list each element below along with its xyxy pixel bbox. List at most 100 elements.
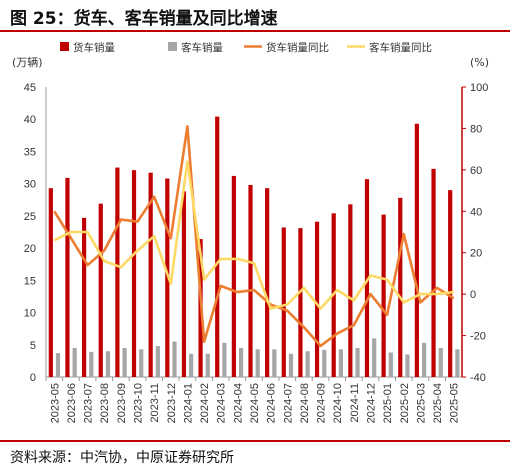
truck-sales-bar bbox=[48, 188, 53, 377]
title-rule bbox=[0, 30, 510, 32]
legend-bus-sales-label: 客车销量 bbox=[181, 41, 223, 54]
x-tick-label: 2025-02 bbox=[399, 383, 411, 423]
x-tick-label: 2025-03 bbox=[415, 383, 427, 423]
y-right-tick-label: 40 bbox=[470, 206, 482, 218]
x-tick-label: 2023-07 bbox=[83, 383, 95, 423]
x-tick-label: 2024-11 bbox=[349, 383, 361, 423]
truck-sales-bar bbox=[98, 203, 103, 377]
bus-sales-bar bbox=[355, 348, 360, 377]
bus-sales-bar bbox=[388, 352, 393, 377]
y-right-tick-label: 80 bbox=[470, 123, 482, 135]
x-tick-label: 2023-11 bbox=[149, 383, 161, 423]
legend-bus-yoy-label: 客车销量同比 bbox=[369, 41, 432, 54]
truck-yoy-line bbox=[53, 125, 455, 348]
bus-sales-bar bbox=[438, 348, 443, 377]
x-tick-label: 2024-12 bbox=[365, 383, 377, 423]
x-tick-label: 2024-09 bbox=[316, 383, 328, 423]
x-tick-label: 2025-05 bbox=[449, 383, 461, 423]
x-tick-label: 2024-07 bbox=[282, 383, 294, 423]
bus-sales-bar bbox=[222, 342, 227, 377]
bus-sales-bar bbox=[105, 351, 111, 377]
x-tick-label: 2024-03 bbox=[216, 383, 228, 423]
right-axis-unit: (%) bbox=[470, 56, 489, 69]
chart-axes: 0 5 10 15 20 25 30 35 40 45 -40 -20 0 20 40 60 80 100 2023… bbox=[24, 82, 489, 423]
footer-rule bbox=[0, 440, 510, 442]
y-left-tick-label: 40 bbox=[24, 114, 36, 126]
truck-sales-bar bbox=[448, 190, 453, 377]
y-right-tick-label: 0 bbox=[470, 289, 476, 301]
truck-sales-bar bbox=[414, 123, 419, 377]
y-right-tick-label: -20 bbox=[470, 331, 486, 343]
truck-sales-bar bbox=[181, 191, 187, 377]
x-tick-label: 2024-06 bbox=[266, 383, 278, 423]
x-tick-label: 2023-05 bbox=[49, 383, 61, 423]
legend-truck-sales-label: 货车销量 bbox=[73, 41, 115, 54]
truck-sales-bar bbox=[248, 184, 253, 377]
truck-sales-bar bbox=[381, 214, 386, 377]
bus-sales-bar bbox=[72, 348, 77, 377]
x-tick-label: 2024-10 bbox=[332, 383, 344, 423]
truck-sales-bar bbox=[348, 204, 353, 377]
x-tick-label: 2023-06 bbox=[66, 383, 78, 423]
truck-sales-bar bbox=[82, 217, 87, 377]
x-tick-label: 2024-08 bbox=[299, 383, 311, 423]
figure-title: 图 25：货车、客车销量及同比增速 bbox=[10, 9, 278, 29]
y-left-tick-label: 15 bbox=[24, 275, 36, 287]
x-tick-label: 2023-10 bbox=[133, 383, 145, 423]
y-left-tick-label: 0 bbox=[30, 372, 36, 384]
truck-sales-bar bbox=[298, 228, 303, 377]
x-tick-label: 2025-04 bbox=[432, 383, 444, 423]
truck-sales-bar bbox=[265, 188, 270, 377]
x-tick-label: 2024-01 bbox=[182, 383, 194, 423]
bus-sales-bar bbox=[55, 353, 61, 377]
truck-sales-bar bbox=[231, 175, 236, 377]
truck-sales-bar bbox=[314, 221, 320, 377]
source-note: 资料来源：中汽协，中原证券研究所 bbox=[10, 450, 234, 466]
bus-sales-bar bbox=[405, 354, 410, 377]
bus-sales-bar bbox=[288, 353, 294, 377]
legend-bus-sales-swatch bbox=[168, 42, 177, 51]
y-left-tick-label: 45 bbox=[24, 82, 36, 94]
bus-sales-bar bbox=[205, 353, 210, 377]
y-left-tick-label: 30 bbox=[24, 179, 36, 191]
truck-sales-bar bbox=[65, 177, 70, 377]
bus-sales-bar bbox=[255, 349, 260, 377]
y-left-tick-label: 10 bbox=[24, 308, 36, 320]
bus-yoy-line bbox=[53, 160, 454, 310]
bus-sales-bar bbox=[172, 341, 177, 377]
chart-bars bbox=[48, 116, 460, 378]
x-tick-label: 2023-09 bbox=[116, 383, 128, 423]
bus-sales-bar bbox=[189, 353, 194, 377]
truck-sales-bar bbox=[131, 170, 137, 377]
y-right-tick-label: 60 bbox=[470, 165, 482, 177]
y-left-tick-label: 5 bbox=[30, 340, 36, 352]
y-left-tick-label: 20 bbox=[24, 243, 36, 255]
bus-sales-bar bbox=[238, 348, 244, 377]
legend-truck-yoy-label: 货车销量同比 bbox=[266, 41, 329, 54]
bus-sales-bar bbox=[338, 349, 343, 377]
bus-sales-bar bbox=[155, 346, 160, 377]
truck-sales-bar bbox=[215, 116, 220, 378]
truck-sales-bar bbox=[115, 167, 120, 377]
y-left-tick-label: 35 bbox=[24, 146, 36, 158]
y-right-tick-label: -40 bbox=[470, 372, 486, 384]
truck-sales-bar bbox=[364, 179, 370, 377]
left-axis-unit: (万辆) bbox=[12, 55, 43, 69]
bus-sales-bar bbox=[372, 338, 377, 377]
bus-sales-bar bbox=[272, 349, 277, 377]
x-tick-label: 2025-01 bbox=[382, 383, 394, 423]
bus-sales-bar bbox=[122, 348, 127, 377]
truck-sales-bar bbox=[165, 178, 170, 377]
truck-sales-bar bbox=[431, 168, 436, 377]
bus-sales-bar bbox=[422, 342, 427, 377]
x-tick-label: 2023-12 bbox=[166, 383, 178, 423]
truck-sales-bar bbox=[398, 197, 403, 377]
chart-legend: 货车销量 客车销量 货车销量同比 客车销量同比 bbox=[60, 41, 432, 54]
bus-sales-bar bbox=[139, 349, 144, 377]
truck-sales-bar bbox=[281, 227, 286, 377]
x-tick-label: 2023-08 bbox=[99, 383, 111, 423]
bus-sales-bar bbox=[89, 351, 94, 377]
chart-lines bbox=[53, 125, 455, 348]
x-tick-label: 2024-02 bbox=[199, 383, 211, 423]
